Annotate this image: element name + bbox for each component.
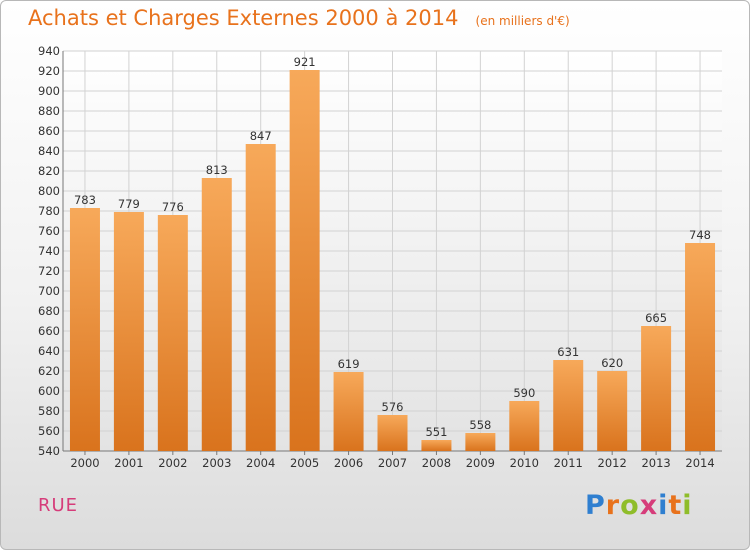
bar-2007[interactable]: [377, 415, 408, 451]
y-tick-label: 640: [38, 344, 60, 358]
value-label-2011: 631: [557, 345, 579, 359]
logo-letter: i: [658, 490, 669, 521]
bar-2012[interactable]: [597, 371, 628, 451]
bars: [69, 70, 716, 451]
y-tick-label: 800: [38, 184, 60, 198]
chart-title: Achats et Charges Externes 2000 à 2014: [28, 6, 459, 30]
y-tick-label: 740: [38, 244, 60, 258]
y-tick-labels: 540 560 580 600 620 640 660 680 700 720 740 760 780 8…: [38, 44, 60, 458]
y-tick-label: 720: [38, 264, 60, 278]
y-tick-label: 900: [38, 84, 60, 98]
logo-letter: P: [585, 490, 606, 521]
bar-2006[interactable]: [333, 372, 364, 451]
y-tick-label: 920: [38, 64, 60, 78]
logo-letter: o: [620, 490, 640, 521]
value-label-2005: 921: [294, 55, 316, 69]
value-label-2012: 620: [601, 356, 623, 370]
y-tick-label: 860: [38, 124, 60, 138]
x-tick-label: 2005: [290, 456, 319, 470]
x-tick-label: 2003: [202, 456, 231, 470]
bar-2008[interactable]: [421, 440, 452, 451]
x-tick-label: 2010: [510, 456, 539, 470]
value-label-2004: 847: [250, 129, 272, 143]
x-tick-label: 2011: [554, 456, 583, 470]
value-label-2014: 748: [689, 228, 711, 242]
value-label-2006: 619: [338, 357, 360, 371]
logo-letter: t: [668, 490, 683, 521]
bar-2002[interactable]: [157, 215, 188, 451]
x-tick-label: 2009: [466, 456, 495, 470]
proxiti-logo[interactable]: Proxiti: [585, 490, 693, 521]
y-tick-label: 820: [38, 164, 60, 178]
bar-2005[interactable]: [289, 70, 320, 451]
value-label-2002: 776: [162, 200, 184, 214]
chart-subtitle: (en milliers d'€): [475, 14, 570, 28]
x-tick-label: 2000: [70, 456, 99, 470]
x-tick-labels: 2000 2001 2002 2003 2004 2005 2006 2007 2008 2009…: [70, 456, 714, 470]
value-label-2010: 590: [513, 386, 535, 400]
y-tick-label: 880: [38, 104, 60, 118]
bar-2003[interactable]: [201, 178, 232, 451]
bar-2010[interactable]: [509, 401, 540, 451]
value-label-2003: 813: [206, 163, 228, 177]
y-tick-label: 680: [38, 304, 60, 318]
bar-2013[interactable]: [641, 326, 672, 451]
x-tick-label: 2004: [246, 456, 275, 470]
logo-letter: r: [605, 490, 621, 521]
value-label-2013: 665: [645, 311, 667, 325]
bar-2001[interactable]: [113, 212, 144, 451]
x-tick-label: 2014: [685, 456, 714, 470]
x-tick-label: 2001: [114, 456, 143, 470]
bar-2000[interactable]: [69, 208, 100, 451]
bar-2009[interactable]: [465, 433, 496, 451]
value-label-2000: 783: [74, 193, 96, 207]
x-tick-label: 2002: [158, 456, 187, 470]
x-tick-label: 2006: [334, 456, 363, 470]
y-tick-label: 780: [38, 204, 60, 218]
x-tick-label: 2012: [598, 456, 627, 470]
value-label-2007: 576: [382, 400, 404, 414]
y-tick-label: 580: [38, 404, 60, 418]
y-tick-label: 620: [38, 364, 60, 378]
logo-letter: i: [682, 490, 693, 521]
bar-2004[interactable]: [245, 144, 276, 451]
logo-letter: x: [639, 490, 659, 521]
commune-label: RUE: [38, 495, 79, 516]
x-tick-label: 2013: [641, 456, 670, 470]
y-tick-label: 600: [38, 384, 60, 398]
y-tick-label: 540: [38, 444, 60, 458]
x-tick-label: 2007: [378, 456, 407, 470]
y-tick-label: 660: [38, 324, 60, 338]
bar-2014[interactable]: [685, 243, 716, 451]
x-tick-label: 2008: [422, 456, 451, 470]
title-row: Achats et Charges Externes 2000 à 2014 (…: [28, 6, 570, 30]
y-tick-label: 560: [38, 424, 60, 438]
y-tick-label: 840: [38, 144, 60, 158]
y-tick-label: 940: [38, 44, 60, 58]
y-tick-label: 700: [38, 284, 60, 298]
bar-2011[interactable]: [553, 360, 584, 451]
value-label-2001: 779: [118, 197, 140, 211]
value-labels: 783 779 776 813 847 921 619 576 551 558 590 631 620 6…: [74, 55, 711, 439]
y-tick-label: 760: [38, 224, 60, 238]
value-label-2009: 558: [469, 418, 491, 432]
value-label-2008: 551: [425, 425, 447, 439]
